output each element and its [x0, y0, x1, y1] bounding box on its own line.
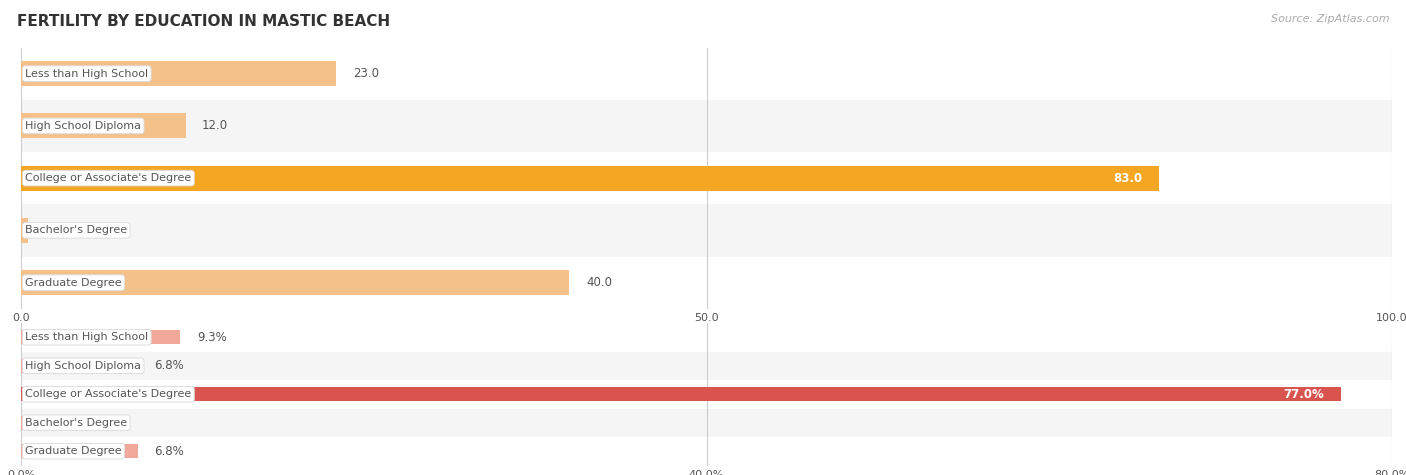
Text: 0.0%: 0.0%: [38, 416, 67, 429]
Text: Less than High School: Less than High School: [25, 68, 148, 79]
Bar: [21, 48, 1392, 100]
Bar: [21, 437, 1392, 466]
Text: 0.0: 0.0: [38, 224, 56, 237]
Text: Graduate Degree: Graduate Degree: [25, 446, 122, 456]
Bar: [21, 204, 1392, 256]
Text: Graduate Degree: Graduate Degree: [25, 277, 122, 288]
Bar: [21, 408, 1392, 437]
Text: Bachelor's Degree: Bachelor's Degree: [25, 225, 128, 236]
Bar: [21, 270, 569, 295]
Text: 77.0%: 77.0%: [1284, 388, 1324, 401]
Text: 9.3%: 9.3%: [197, 331, 226, 344]
Bar: [21, 416, 28, 429]
Text: College or Associate's Degree: College or Associate's Degree: [25, 173, 191, 183]
Bar: [21, 114, 186, 138]
Bar: [21, 352, 1392, 380]
Text: FERTILITY BY EDUCATION IN MASTIC BEACH: FERTILITY BY EDUCATION IN MASTIC BEACH: [17, 14, 389, 29]
Bar: [21, 100, 1392, 152]
Bar: [21, 359, 138, 372]
Bar: [21, 380, 1392, 408]
Text: 23.0: 23.0: [353, 67, 378, 80]
Bar: [21, 166, 1159, 190]
Text: Bachelor's Degree: Bachelor's Degree: [25, 418, 128, 428]
Bar: [21, 445, 138, 458]
Text: 12.0: 12.0: [202, 119, 228, 133]
Text: Less than High School: Less than High School: [25, 332, 148, 342]
Bar: [21, 331, 180, 344]
Text: Source: ZipAtlas.com: Source: ZipAtlas.com: [1271, 14, 1389, 24]
Text: 40.0: 40.0: [586, 276, 612, 289]
Bar: [21, 323, 1392, 352]
Text: 83.0: 83.0: [1114, 171, 1143, 185]
Text: 6.8%: 6.8%: [155, 359, 184, 372]
Bar: [21, 152, 1392, 204]
Text: High School Diploma: High School Diploma: [25, 361, 141, 371]
Text: 6.8%: 6.8%: [155, 445, 184, 458]
Bar: [21, 256, 1392, 309]
Text: College or Associate's Degree: College or Associate's Degree: [25, 389, 191, 399]
Bar: [21, 388, 1340, 401]
Bar: [21, 61, 336, 86]
Text: High School Diploma: High School Diploma: [25, 121, 141, 131]
Bar: [21, 218, 28, 243]
